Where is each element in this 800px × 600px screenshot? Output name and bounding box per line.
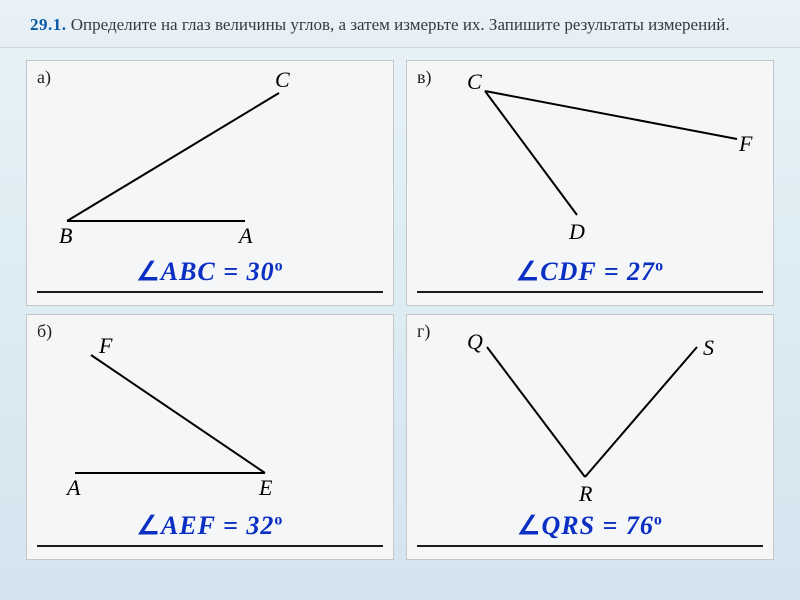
point-label-A: A <box>237 223 253 248</box>
point-label-R: R <box>578 481 593 506</box>
point-label-D: D <box>568 219 585 244</box>
point-label-S: S <box>703 335 714 360</box>
point-label-B: B <box>59 223 72 248</box>
point-label-F: F <box>98 333 113 358</box>
answer-underline <box>417 291 763 293</box>
point-label-Q: Q <box>467 329 483 354</box>
angle-answer: ∠CDF = 27o <box>407 257 773 287</box>
panel-aef: б)AEF∠AEF = 32o <box>26 314 394 560</box>
panel-qrs: г)QRS∠QRS = 76o <box>406 314 774 560</box>
answer-underline <box>37 545 383 547</box>
panel-cdf: в)CDF∠CDF = 27o <box>406 60 774 306</box>
task-number: 29.1. <box>30 15 67 34</box>
point-label-F: F <box>738 131 753 156</box>
point-label-C: C <box>275 67 290 92</box>
panel-abc: а)BAC∠ABC = 30o <box>26 60 394 306</box>
panels-grid: а)BAC∠ABC = 30oв)CDF∠CDF = 27oб)AEF∠AEF … <box>10 56 790 564</box>
answer-underline <box>417 545 763 547</box>
point-label-A: A <box>65 475 81 500</box>
answer-underline <box>37 291 383 293</box>
task-header: 29.1. Определите на глаз величины углов,… <box>0 0 800 48</box>
point-label-E: E <box>258 475 273 500</box>
angle-answer: ∠AEF = 32o <box>27 511 393 541</box>
task-text: Определите на глаз величины углов, а зат… <box>71 15 730 34</box>
angle-answer: ∠QRS = 76o <box>407 511 773 541</box>
point-label-C: C <box>467 69 482 94</box>
angle-answer: ∠ABC = 30o <box>27 257 393 287</box>
